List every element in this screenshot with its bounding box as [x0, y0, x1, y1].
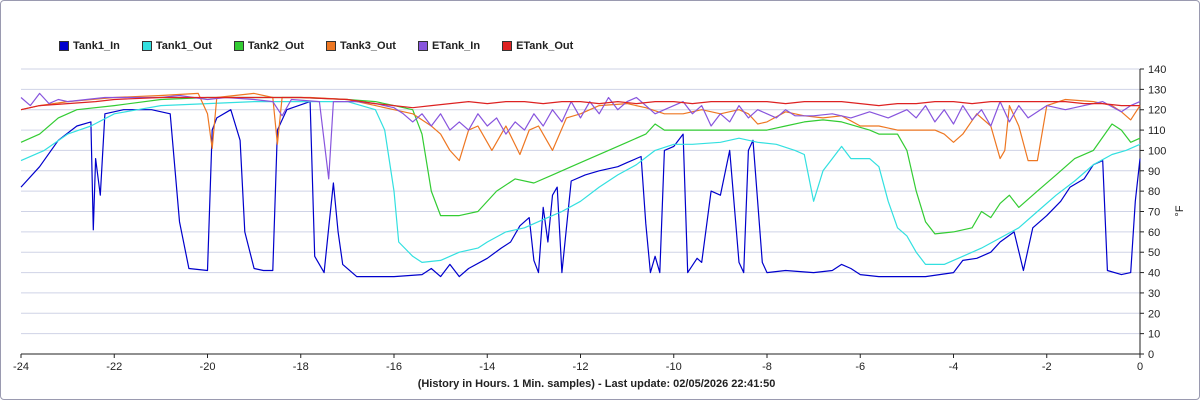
x-tick-label: 0: [1137, 361, 1143, 373]
x-tick-label: -20: [200, 361, 216, 373]
y-tick-label: 130: [1148, 84, 1166, 96]
legend-item-tank1-out[interactable]: Tank1_Out: [141, 39, 212, 53]
legend: Tank1_In Tank1_Out Tank2_Out Tank3_Out ETank…: [59, 39, 595, 53]
legend-label: Tank3_Out: [339, 40, 396, 52]
series-line-etank-out: [20, 96, 1140, 111]
legend-swatch: [417, 41, 428, 51]
y-tick-label: 0: [1148, 349, 1154, 361]
x-tick-label: -2: [1042, 361, 1052, 373]
y-tick-label: 20: [1148, 308, 1160, 320]
x-tick-label: -22: [106, 361, 122, 373]
series-line-tank3-out: [20, 92, 1141, 162]
series-line-tank1-in: [20, 101, 1141, 278]
legend-item-tank2-out[interactable]: Tank2_Out: [233, 39, 304, 53]
x-tick-label: -18: [293, 361, 309, 373]
x-tick-label: -24: [13, 361, 29, 373]
y-tick-label: 40: [1148, 268, 1160, 280]
series-line-tank2-out: [20, 96, 1141, 235]
x-tick-label: -16: [386, 361, 402, 373]
legend-item-etank-out[interactable]: ETank_Out: [502, 39, 573, 53]
y-axis-label: °F: [1174, 205, 1186, 216]
y-tick-label: 100: [1148, 145, 1166, 157]
y-tick-label: 70: [1148, 207, 1160, 219]
legend-label: Tank2_Out: [247, 40, 304, 52]
x-tick-label: -4: [949, 361, 959, 373]
legend-swatch: [502, 41, 513, 51]
legend-item-tank3-out[interactable]: Tank3_Out: [325, 39, 396, 53]
legend-label: ETank_In: [431, 40, 481, 52]
y-tick-label: 10: [1148, 329, 1160, 341]
y-tick-label: 110: [1148, 125, 1166, 137]
x-axis-label: (History in Hours. 1 Min. samples) - Las…: [418, 378, 776, 390]
series-line-tank1-out: [20, 101, 1141, 265]
legend-item-tank1-in[interactable]: Tank1_In: [59, 39, 120, 53]
y-tick-label: 80: [1148, 186, 1160, 198]
y-tick-label: 120: [1148, 105, 1166, 117]
x-tick-label: -14: [479, 361, 495, 373]
y-tick-label: 50: [1148, 247, 1160, 259]
legend-item-etank-in[interactable]: ETank_In: [417, 39, 481, 53]
x-tick-label: -8: [762, 361, 772, 373]
y-tick-label: 140: [1148, 64, 1166, 76]
x-tick-label: -12: [573, 361, 589, 373]
y-tick-label: 90: [1148, 166, 1160, 178]
legend-label: Tank1_Out: [155, 40, 212, 52]
legend-label: Tank1_In: [73, 40, 120, 52]
legend-swatch: [141, 41, 152, 51]
series-line-etank-in: [20, 92, 1141, 180]
y-tick-label: 30: [1148, 288, 1160, 300]
x-tick-label: -10: [666, 361, 682, 373]
legend-swatch: [325, 41, 336, 51]
legend-swatch: [59, 41, 69, 51]
x-tick-label: -6: [855, 361, 865, 373]
legend-swatch: [233, 41, 244, 51]
legend-label: ETank_Out: [516, 40, 574, 52]
y-tick-label: 60: [1148, 227, 1160, 239]
